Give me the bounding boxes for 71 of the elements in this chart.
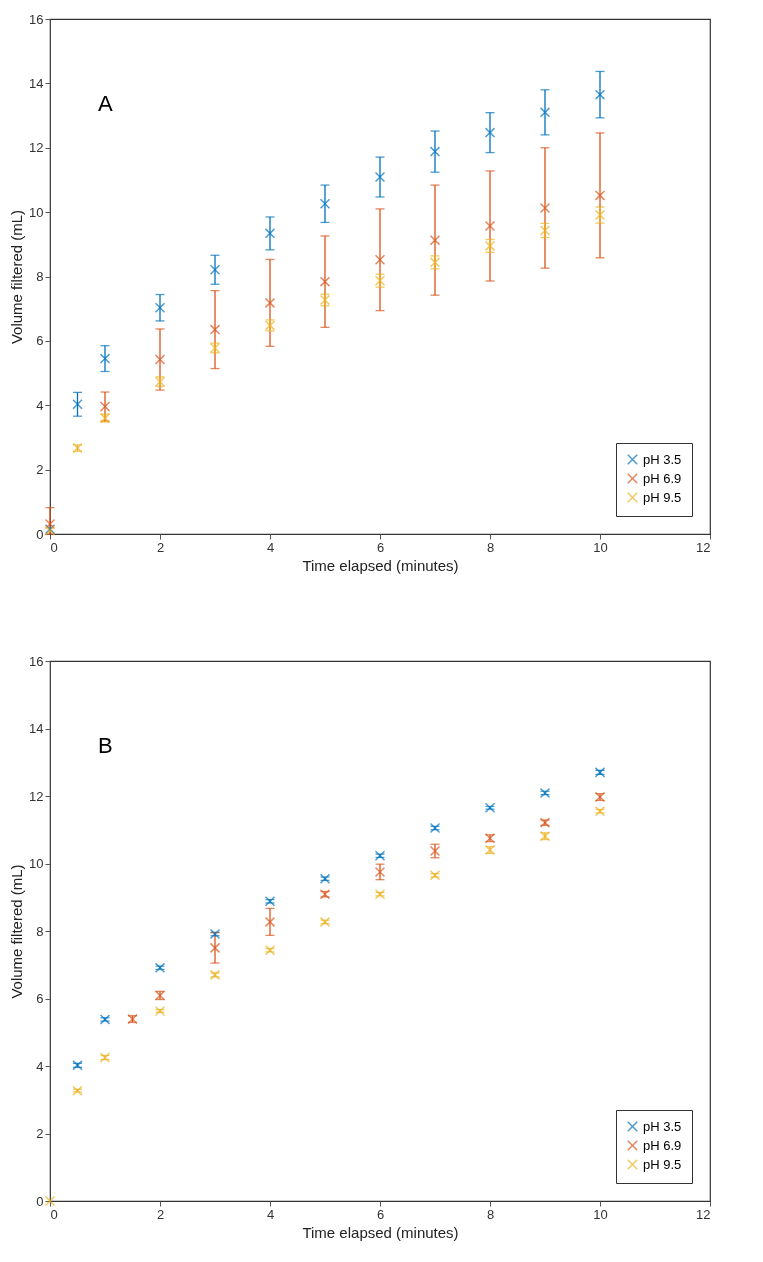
- point: [484, 220, 496, 232]
- x-axis-title: Time elapsed (minutes): [302, 556, 459, 574]
- point: [484, 802, 496, 814]
- y-tick-label: 14: [29, 75, 44, 91]
- legend-label: pH 9.5: [643, 489, 682, 505]
- point: [594, 89, 606, 100]
- x-tick-label: 0: [50, 539, 58, 555]
- point: [594, 190, 606, 201]
- x-tick-label: 6: [376, 539, 385, 555]
- y-tick-label: 12: [29, 788, 44, 804]
- point: [209, 324, 221, 335]
- point: [429, 234, 441, 246]
- point: [209, 942, 221, 954]
- legend-label: pH 3.5: [643, 451, 682, 467]
- point: [319, 198, 331, 209]
- point: [44, 1195, 56, 1207]
- x-tick-label: 8: [486, 539, 495, 555]
- point: [264, 916, 276, 928]
- point: [374, 254, 386, 265]
- y-tick-label: 10: [29, 856, 44, 871]
- text: B: [98, 733, 113, 758]
- point: [154, 1005, 166, 1017]
- point: [209, 264, 221, 275]
- y-tick-label: 6: [36, 333, 44, 349]
- point: [72, 399, 83, 410]
- point: [154, 354, 166, 365]
- x-tick-label: 6: [376, 1206, 385, 1222]
- x-tick-label: 4: [266, 1206, 275, 1222]
- point: [484, 127, 496, 138]
- point: [99, 401, 111, 412]
- y-tick-label: 4: [36, 1058, 44, 1074]
- x-tick-label: 10: [593, 539, 608, 555]
- x-tick-label: 4: [266, 539, 275, 555]
- y-tick-label: 16: [29, 11, 44, 27]
- y-tick-label: 2: [36, 1126, 44, 1141]
- y-tick-label: 14: [29, 721, 44, 736]
- y-tick-label: 6: [36, 991, 44, 1006]
- point: [374, 171, 386, 183]
- y-axis-title: Volume filtered (mL): [8, 209, 26, 345]
- y-tick-label: 8: [36, 923, 44, 939]
- point: [154, 302, 166, 313]
- y-tick-label: 0: [36, 1193, 44, 1209]
- legend-label: pH 6.9: [643, 1137, 682, 1153]
- point: [264, 297, 276, 309]
- y-tick-label: 4: [36, 397, 44, 413]
- y-tick-label: 16: [29, 653, 44, 669]
- legend-label: pH 9.5: [643, 1156, 682, 1172]
- y-tick-label: 8: [36, 269, 44, 284]
- y-tick-label: 10: [29, 204, 44, 220]
- legend-label: pH 6.9: [643, 470, 682, 486]
- x-tick-label: 12: [696, 1206, 711, 1222]
- legend-label: pH 3.5: [643, 1118, 682, 1134]
- point: [44, 518, 56, 530]
- y-tick-label: 0: [36, 526, 44, 542]
- point: [264, 228, 276, 239]
- y-tick-label: 12: [29, 140, 44, 156]
- point: [429, 146, 441, 157]
- x-tick-label: 2: [156, 1206, 165, 1222]
- x-tick-label: 0: [50, 1206, 58, 1222]
- x-tick-label: 10: [593, 1206, 608, 1222]
- x-tick-label: 8: [486, 1206, 495, 1222]
- point: [319, 276, 331, 287]
- y-tick-label: 2: [36, 462, 44, 478]
- point: [539, 107, 551, 118]
- text: A: [98, 91, 113, 116]
- point: [99, 353, 111, 364]
- x-tick-label: 2: [156, 539, 165, 555]
- y-axis-title: Volume filtered (mL): [8, 864, 26, 999]
- point: [539, 202, 551, 214]
- x-tick-label: 12: [696, 539, 711, 555]
- x-axis-title: Time elapsed (minutes): [302, 1223, 459, 1241]
